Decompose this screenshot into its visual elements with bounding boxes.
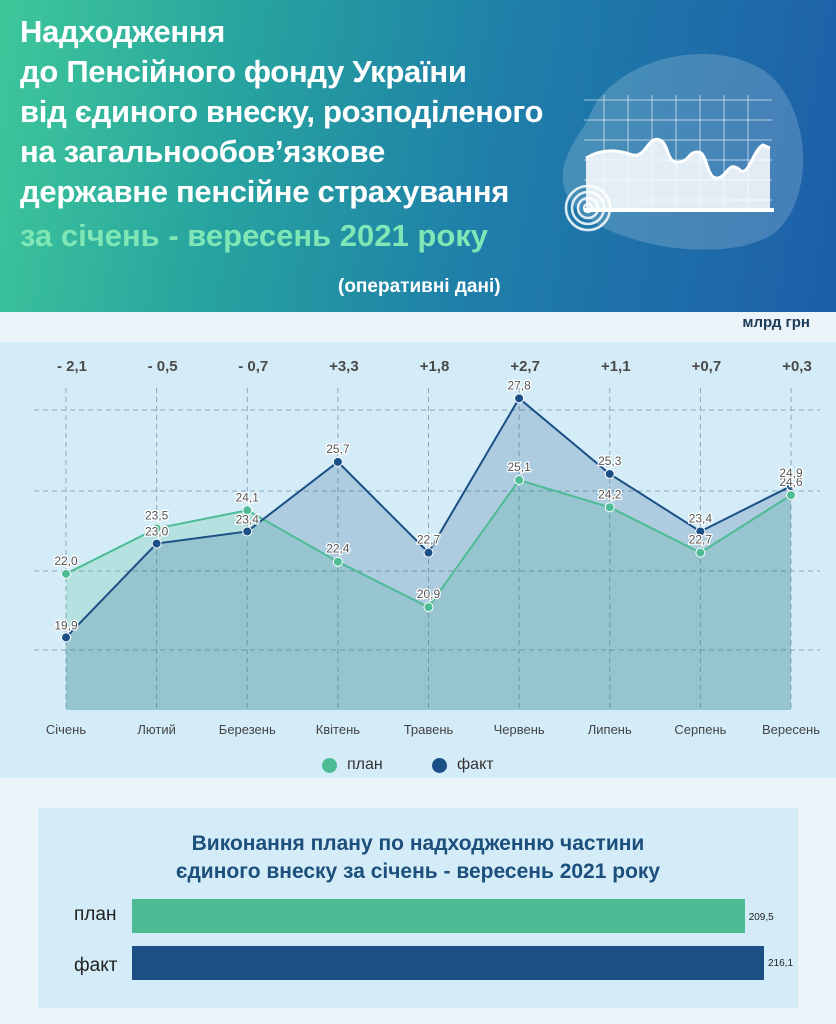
plan-dot-icon (322, 757, 337, 773)
plan-value-label-7: 22,7 (689, 533, 713, 547)
plan-point-5 (514, 475, 525, 486)
bar-plan (132, 899, 745, 933)
plan-point-4 (423, 602, 434, 613)
fact-point-0 (61, 632, 71, 643)
difference-label-8: +0,3 (782, 358, 812, 375)
fact-point-7 (695, 526, 706, 537)
fact-dot-icon (432, 757, 447, 773)
difference-label-3: +3,3 (329, 358, 359, 375)
difference-label-2: - 0,7 (238, 358, 268, 375)
legend-plan-label: план (347, 756, 383, 773)
bar-chart-title-line-1: Виконання плану по надходженню частини (191, 832, 645, 855)
plan-value-label-6: 24,2 (598, 487, 622, 501)
fact-value-label-1: 23,0 (145, 525, 169, 539)
plan-value-label-3: 22,4 (326, 542, 350, 556)
fact-point-6 (604, 468, 615, 479)
x-tick-label-0: Січень (46, 722, 86, 737)
plan-value-label-4: 20,9 (417, 587, 441, 601)
difference-label-6: +1,1 (601, 358, 631, 375)
fact-value-label-7: 23,4 (689, 511, 713, 525)
unit-label: млрд грн (742, 314, 810, 331)
bar-value-plan: 209,5 (748, 912, 774, 923)
fact-point-1 (151, 538, 162, 549)
difference-label-5: +2,7 (510, 358, 540, 375)
title-line-1: Надходження (20, 14, 226, 49)
x-tick-label-5: Червень (494, 722, 545, 737)
bar-value-fact: 216,1 (768, 958, 794, 969)
x-tick-label-6: Липень (588, 722, 632, 737)
fact-value-label-2: 23,4 (236, 512, 260, 526)
chart-illustration-icon (562, 54, 804, 250)
line-chart-panel (0, 342, 836, 778)
difference-label-7: +0,7 (692, 358, 722, 375)
plan-point-6 (604, 502, 615, 513)
title-line-5: державне пенсійне страхування (20, 174, 510, 209)
difference-label-0: - 2,1 (57, 358, 87, 375)
title-line-4: на загальнообов’язкове (20, 134, 385, 169)
legend-item-fact: факт (432, 756, 494, 774)
plan-point-2 (242, 505, 253, 516)
x-tick-label-7: Серпень (674, 722, 726, 737)
fact-point-5 (514, 393, 525, 404)
bar-chart-title-line-2: єдиного внеску за січень - вересень 2021… (175, 860, 661, 883)
fact-point-4 (423, 547, 434, 558)
plan-point-1 (151, 523, 162, 534)
plan-value-label-2: 24,1 (236, 490, 260, 504)
bar-label-plan: план (74, 904, 117, 925)
bar-fact (132, 946, 764, 980)
plan-value-label-5: 25,1 (507, 460, 531, 474)
x-tick-label-2: Березень (219, 722, 276, 737)
fact-value-label-6: 25,3 (598, 454, 622, 468)
plan-value-label-1: 23,5 (145, 508, 169, 522)
plan-point-7 (695, 547, 706, 558)
x-tick-label-3: Квітень (316, 722, 361, 737)
x-tick-label-4: Травень (404, 722, 454, 737)
chart-legend: план факт (0, 756, 836, 778)
fact-point-8 (786, 481, 796, 492)
fact-value-label-5: 27,8 (507, 378, 531, 392)
bar-label-fact: факт (74, 955, 118, 976)
fact-value-label-0: 19,9 (54, 618, 78, 632)
plan-execution-panel: Виконання плану по надходженню частини є… (38, 808, 798, 1008)
legend-fact-label: факт (457, 756, 494, 773)
title-line-3: від єдиного внеску, розподіленого (20, 94, 544, 129)
plan-point-0 (61, 568, 71, 579)
fact-value-label-8: 24,9 (779, 466, 803, 480)
fact-point-3 (332, 456, 343, 467)
title-line-2: до Пенсійного фонду України (20, 54, 467, 89)
operative-data-note: (оперативні дані) (338, 276, 501, 297)
plan-value-label-0: 22,0 (54, 554, 78, 568)
fact-point-2 (242, 526, 253, 537)
x-tick-label-1: Лютий (137, 722, 175, 737)
period-subtitle: за січень - вересень 2021 року (20, 218, 489, 253)
plan-value-label-8: 24,6 (779, 475, 803, 489)
difference-label-4: +1,8 (420, 358, 450, 375)
fact-value-label-4: 22,7 (417, 533, 441, 547)
plan-point-8 (786, 490, 796, 501)
line-chart: 22,0 23,5 24,1 22,4 20,9 25,1 24,2 22,7 24,6 19,9… (34, 358, 820, 737)
header-banner: Надходження до Пенсійного фонду України … (0, 0, 836, 312)
fact-value-label-3: 25,7 (326, 442, 350, 456)
difference-label-1: - 0,5 (148, 358, 178, 375)
plan-area (66, 480, 791, 710)
plan-point-3 (332, 556, 343, 567)
legend-item-plan: план (322, 756, 383, 774)
x-tick-label-8: Вересень (762, 722, 820, 737)
